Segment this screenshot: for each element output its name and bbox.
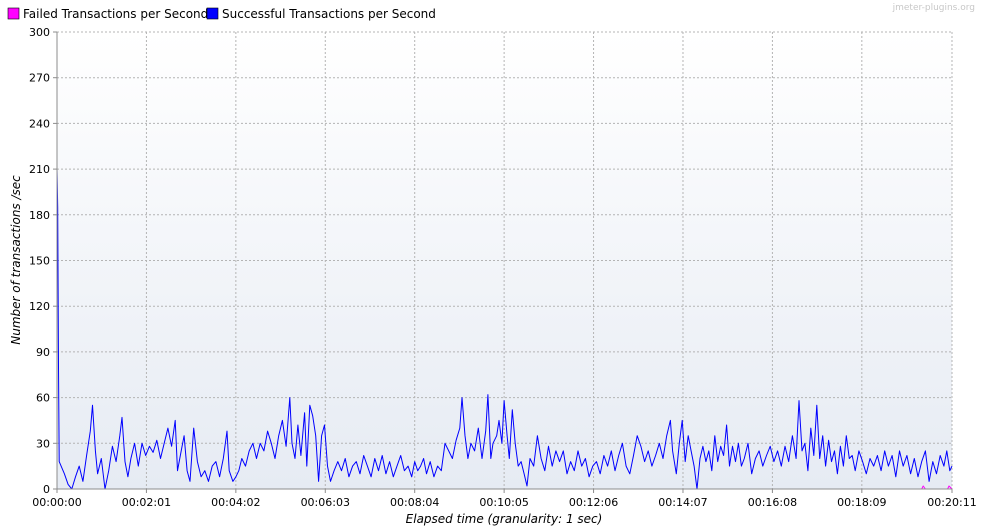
y-tick-label: 60 [36, 392, 50, 405]
watermark-text: jmeter-plugins.org [892, 3, 975, 13]
y-axis-ticks: 0 30 60 90 120 150 180 210 240 270 300 [29, 26, 57, 496]
y-tick-label: 240 [29, 117, 50, 130]
x-tick-label: 00:04:02 [211, 496, 260, 509]
y-tick-label: 300 [29, 26, 50, 39]
x-axis-title: Elapsed time (granularity: 1 sec) [406, 512, 603, 526]
y-axis-title: Number of transactions /sec [9, 175, 23, 345]
legend: Failed Transactions per Second Successfu… [7, 7, 436, 21]
x-tick-label: 00:06:03 [301, 496, 350, 509]
y-tick-label: 270 [29, 72, 50, 85]
y-tick-label: 120 [29, 300, 50, 313]
x-tick-label: 00:02:01 [122, 496, 171, 509]
y-tick-label: 0 [43, 483, 50, 496]
x-tick-label: 00:00:00 [32, 496, 81, 509]
legend-swatch-failed [7, 7, 20, 20]
x-tick-label: 00:10:05 [479, 496, 528, 509]
y-tick-label: 210 [29, 163, 50, 176]
legend-label-failed: Failed Transactions per Second [23, 7, 208, 21]
gridlines [57, 31, 953, 489]
x-tick-label: 00:16:08 [748, 496, 797, 509]
legend-label-successful: Successful Transactions per Second [222, 7, 436, 21]
legend-swatch-successful [206, 7, 219, 20]
y-tick-label: 150 [29, 255, 50, 268]
x-tick-label: 00:12:06 [569, 496, 618, 509]
x-tick-label: 00:08:04 [390, 496, 439, 509]
x-tick-label: 00:20:11 [927, 496, 976, 509]
x-tick-label: 00:14:07 [658, 496, 707, 509]
x-axis-ticks: 00:00:00 00:02:01 00:04:02 00:06:03 00:08:04… [32, 489, 977, 509]
x-tick-label: 00:18:09 [837, 496, 886, 509]
series-line-successful [56, 169, 953, 490]
y-tick-label: 180 [29, 209, 50, 222]
y-tick-label: 90 [36, 346, 50, 359]
y-tick-label: 30 [36, 437, 50, 450]
